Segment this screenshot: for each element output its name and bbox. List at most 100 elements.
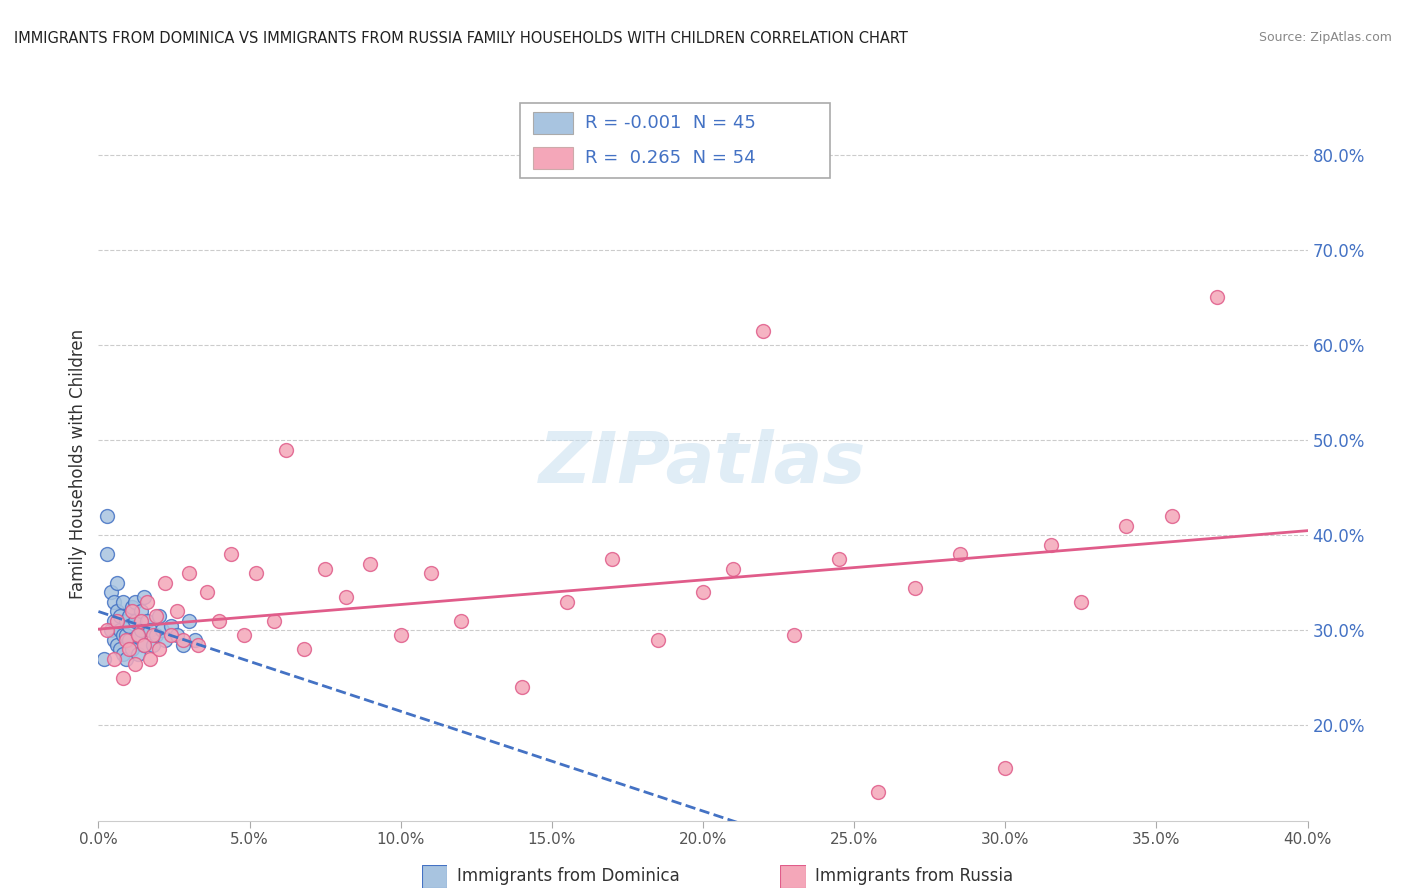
Point [142, 638, 165, 652]
Point [145, 628, 167, 642]
Point [129, 614, 152, 628]
Point [103, 652, 125, 666]
Point [166, 604, 188, 618]
Point [103, 632, 125, 647]
Point [118, 609, 141, 624]
Point [221, 547, 243, 561]
Text: R =  0.265  N = 54: R = 0.265 N = 54 [585, 149, 756, 167]
Point [148, 642, 170, 657]
Point [179, 614, 201, 628]
Point [420, 566, 443, 581]
Point [389, 628, 412, 642]
Point [111, 671, 134, 685]
Point [139, 652, 162, 666]
Point [118, 618, 141, 632]
Text: IMMIGRANTS FROM DOMINICA VS IMMIGRANTS FROM RUSSIA FAMILY HOUSEHOLDS WITH CHILDR: IMMIGRANTS FROM DOMINICA VS IMMIGRANTS F… [14, 31, 908, 46]
Point [172, 632, 194, 647]
Point [450, 614, 472, 628]
Point [127, 628, 149, 642]
Point [96, 509, 118, 524]
Text: ZIPatlas: ZIPatlas [540, 429, 866, 499]
Point [153, 575, 176, 590]
Point [105, 575, 128, 590]
Text: Immigrants from Dominica: Immigrants from Dominica [457, 867, 679, 885]
Point [100, 624, 122, 638]
Point [1160, 509, 1182, 524]
Point [245, 566, 267, 581]
Y-axis label: Family Households with Children: Family Households with Children [69, 329, 87, 599]
Text: Source: ZipAtlas.com: Source: ZipAtlas.com [1258, 31, 1392, 45]
Point [121, 604, 143, 618]
Point [93, 652, 115, 666]
Point [129, 624, 152, 638]
Text: Immigrants from Russia: Immigrants from Russia [815, 867, 1014, 885]
Point [647, 632, 669, 647]
Point [274, 442, 297, 457]
Point [555, 595, 578, 609]
Point [187, 638, 209, 652]
Point [114, 628, 136, 642]
Point [314, 561, 336, 575]
Point [124, 657, 146, 671]
Point [103, 614, 125, 628]
Point [232, 628, 254, 642]
Point [172, 638, 194, 652]
Point [135, 614, 157, 628]
Point [96, 624, 118, 638]
Bar [533, 112, 572, 135]
Point [132, 638, 155, 652]
Point [335, 590, 357, 604]
Point [263, 614, 285, 628]
Point [121, 642, 143, 657]
Point [868, 785, 890, 799]
Point [179, 566, 201, 581]
Point [111, 647, 134, 661]
Point [103, 595, 125, 609]
Text: R = -0.001  N = 45: R = -0.001 N = 45 [585, 114, 756, 132]
Point [108, 642, 131, 657]
Point [510, 681, 533, 695]
Point [96, 547, 118, 561]
Point [105, 614, 128, 628]
Point [292, 642, 315, 657]
Point [904, 581, 927, 595]
Point [195, 585, 218, 599]
Point [752, 324, 775, 338]
Point [145, 609, 167, 624]
Bar [533, 146, 572, 169]
Point [118, 632, 141, 647]
Point [602, 552, 624, 566]
FancyBboxPatch shape [520, 103, 830, 178]
Point [1039, 538, 1062, 552]
Point [692, 585, 714, 599]
Point [118, 642, 141, 657]
Point [723, 561, 745, 575]
Point [108, 624, 131, 638]
Point [160, 628, 183, 642]
Point [150, 624, 173, 638]
Point [1070, 595, 1092, 609]
Point [105, 604, 128, 618]
Point [129, 604, 152, 618]
Point [135, 595, 157, 609]
Point [111, 595, 134, 609]
Point [1206, 290, 1229, 304]
Point [1115, 518, 1137, 533]
Point [828, 552, 851, 566]
Point [208, 614, 231, 628]
Point [114, 632, 136, 647]
Point [111, 628, 134, 642]
Point [153, 632, 176, 647]
Point [148, 609, 170, 624]
Point [360, 557, 382, 571]
Point [105, 638, 128, 652]
Point [783, 628, 806, 642]
Point [949, 547, 972, 561]
Point [160, 618, 183, 632]
Point [142, 628, 165, 642]
Point [132, 590, 155, 604]
Point [121, 599, 143, 614]
Point [139, 624, 162, 638]
Point [166, 628, 188, 642]
Point [994, 761, 1017, 775]
